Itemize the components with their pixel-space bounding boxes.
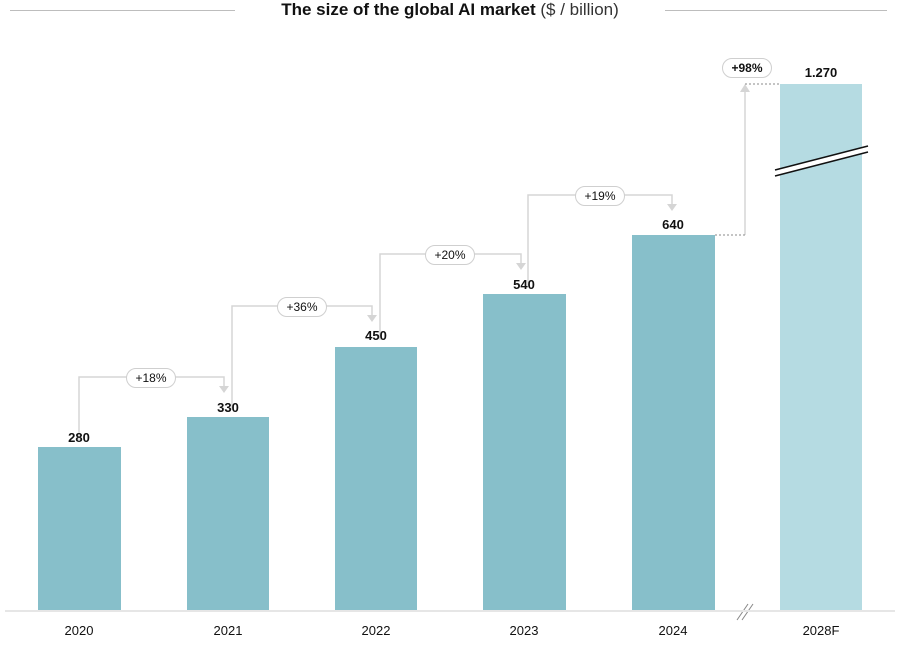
growth-badge-2023: +20% <box>425 245 475 265</box>
growth-badge-2028f: +98% <box>722 58 772 78</box>
bar-2024 <box>632 235 715 610</box>
value-label-2023: 540 <box>513 277 535 292</box>
value-label-2022: 450 <box>365 328 387 343</box>
category-label-2023: 2023 <box>509 623 539 638</box>
title-rule-right <box>665 10 887 11</box>
category-label-2020: 2020 <box>64 623 94 638</box>
category-label-2024: 2024 <box>658 623 688 638</box>
category-label-2022: 2022 <box>361 623 391 638</box>
chart-unit: ($ / billion) <box>540 0 619 19</box>
bar-2022 <box>335 347 417 610</box>
value-label-2021: 330 <box>217 400 239 415</box>
x-axis-baseline <box>5 610 895 612</box>
growth-badge-2022: +36% <box>277 297 327 317</box>
growth-badge-2024: +19% <box>575 186 625 206</box>
value-label-2020: 280 <box>68 430 90 445</box>
value-label-2024: 640 <box>662 217 684 232</box>
value-label-2028f: 1.270 <box>804 65 838 80</box>
bar-2020 <box>38 447 121 610</box>
category-label-2028f: 2028F <box>802 623 840 638</box>
growth-badge-2021: +18% <box>126 368 176 388</box>
title-rule-left <box>10 10 235 11</box>
category-label-2021: 2021 <box>213 623 243 638</box>
chart-title: The size of the global AI market ($ / bi… <box>0 0 900 22</box>
bar-2021 <box>187 417 269 610</box>
bar-2023 <box>483 294 566 610</box>
chart-title-text: The size of the global AI market <box>281 0 536 19</box>
